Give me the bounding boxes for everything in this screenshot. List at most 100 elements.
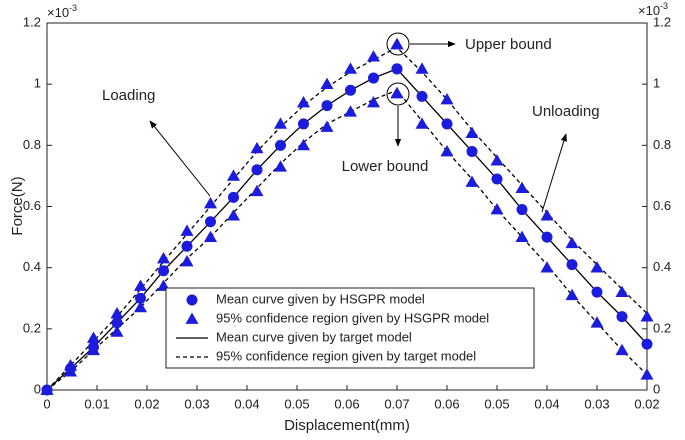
data-point	[590, 316, 604, 328]
legend: Mean curve given by HSGPR model 95% confi…	[165, 287, 535, 369]
data-point	[616, 311, 628, 323]
data-point	[250, 141, 264, 154]
legend-swatch	[185, 312, 199, 324]
legend-label: 95% confidence region given by target mo…	[216, 348, 476, 363]
x-tick-label: 0.06	[434, 396, 459, 411]
data-point	[297, 138, 310, 151]
y-multiplier: ×10-3	[47, 3, 77, 20]
data-point	[227, 169, 240, 181]
annotation: Upper bound	[465, 36, 552, 53]
y2-tick-label: 0.2	[653, 320, 671, 335]
data-point	[615, 285, 629, 298]
arrow	[541, 133, 567, 213]
data-point	[135, 292, 146, 304]
multiplier-exponent: -3	[69, 3, 77, 13]
data-point	[111, 317, 123, 329]
x-tick-label: 0.04	[234, 396, 259, 411]
y-tick-label: 0.8	[23, 137, 41, 152]
data-point	[390, 37, 404, 50]
data-point	[275, 139, 286, 151]
data-point	[320, 120, 334, 132]
data-point	[204, 230, 217, 242]
annotation: Loading	[102, 87, 155, 104]
data-point	[540, 261, 554, 273]
data-point	[640, 310, 654, 322]
data-point	[87, 343, 100, 356]
legend-swatch	[186, 294, 198, 306]
y-tick-label: 1	[34, 76, 41, 91]
annotation: Lower bound	[342, 158, 429, 175]
data-point	[440, 92, 454, 105]
y2-tick-label: 0.6	[653, 198, 671, 213]
data-point	[415, 117, 429, 129]
y-tick-label: 0.4	[23, 259, 41, 274]
data-point	[158, 265, 169, 277]
y-tick-label: 1.2	[23, 14, 41, 29]
data-point	[515, 230, 529, 242]
series-line	[46, 89, 648, 391]
data-point	[110, 325, 124, 337]
x-tick-label: 0	[43, 396, 50, 411]
arrow	[149, 120, 211, 197]
y2-tick-label: 0	[653, 381, 660, 396]
data-point	[250, 184, 264, 197]
x-tick-label: 0.06	[334, 396, 359, 411]
legend-label: Mean curve given by target model	[216, 329, 412, 344]
data-point	[491, 173, 503, 185]
x-tick-label: 0.03	[584, 396, 609, 411]
legend-label: 95% confidence region given by HSGPR mod…	[216, 310, 489, 325]
x-axis-label: Displacement(mm)	[284, 417, 410, 434]
data-point	[367, 50, 380, 62]
data-point	[157, 251, 170, 264]
data-point	[344, 62, 357, 74]
y2-tick-label: 1	[653, 76, 660, 91]
x-tick-label: 0.03	[184, 396, 209, 411]
data-point	[320, 77, 334, 90]
data-point	[344, 105, 357, 117]
data-point	[64, 359, 77, 371]
data-point	[515, 181, 529, 194]
x-tick-label: 0.05	[284, 396, 309, 411]
data-point	[298, 118, 309, 130]
data-point	[367, 96, 380, 108]
data-point	[251, 164, 263, 176]
data-point	[490, 154, 504, 166]
data-point	[465, 175, 479, 187]
y-tick-label: 0	[34, 381, 41, 396]
series-line	[46, 46, 648, 391]
data-point	[440, 144, 454, 157]
data-point	[227, 209, 240, 221]
y2-multiplier: ×10-3	[638, 1, 668, 18]
data-point	[274, 160, 287, 172]
data-point	[204, 196, 217, 209]
data-point	[40, 383, 54, 395]
data-point	[466, 145, 478, 157]
data-point	[134, 279, 147, 291]
highlight-circle	[386, 32, 410, 56]
data-point	[274, 117, 287, 129]
x-tick-label: 0.02	[634, 396, 659, 411]
data-point	[541, 231, 553, 243]
data-point	[540, 209, 554, 221]
data-point	[321, 100, 333, 112]
data-point	[641, 338, 653, 350]
data-point	[490, 203, 504, 215]
data-point	[297, 96, 310, 108]
multiplier-base: ×10	[638, 3, 660, 18]
data-point	[180, 255, 194, 267]
data-point	[110, 307, 124, 319]
x-tick-label: 0.07	[384, 396, 409, 411]
data-point	[415, 62, 429, 74]
data-point	[205, 216, 216, 228]
data-point	[640, 368, 654, 380]
multiplier-base: ×10	[47, 5, 69, 20]
data-point	[416, 90, 428, 102]
data-point	[590, 261, 604, 273]
data-point	[390, 86, 404, 99]
data-point	[345, 84, 356, 96]
y-tick-label: 0.6	[23, 198, 41, 213]
legend-label: Mean curve given by HSGPR model	[216, 291, 425, 306]
data-point	[368, 72, 379, 84]
data-point	[64, 365, 77, 377]
